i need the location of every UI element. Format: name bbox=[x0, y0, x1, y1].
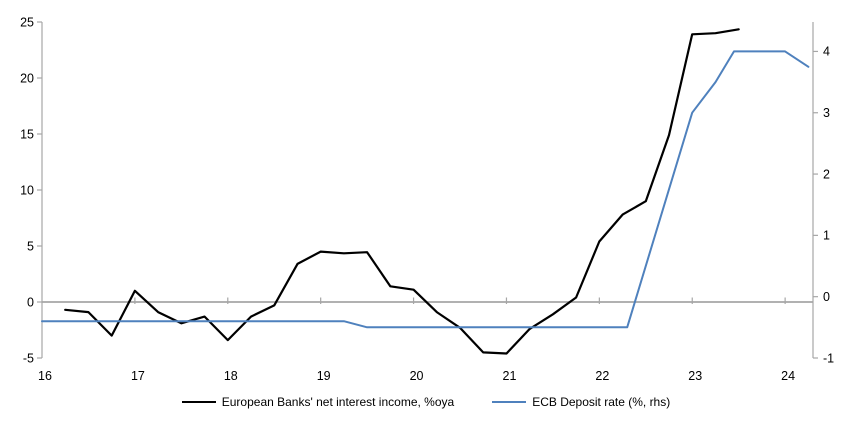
deposit-rate-line-swatch bbox=[492, 401, 527, 403]
right-axis-label: 0 bbox=[823, 290, 830, 304]
nii-series-line bbox=[64, 28, 740, 355]
deposit-rate-legend-label: ECB Deposit rate (%, rhs) bbox=[532, 395, 671, 409]
x-axis-label: 20 bbox=[410, 369, 424, 383]
x-axis-label: 17 bbox=[131, 369, 145, 383]
right-axis-label: 1 bbox=[823, 229, 830, 243]
left-axis-label: 25 bbox=[20, 15, 34, 29]
x-axis-label: 19 bbox=[317, 369, 331, 383]
right-axis-label: 4 bbox=[823, 45, 830, 59]
x-axis-label: 23 bbox=[688, 369, 702, 383]
x-axis-label: 18 bbox=[224, 369, 238, 383]
x-axis-label: 24 bbox=[781, 369, 795, 383]
x-axis-label: 21 bbox=[503, 369, 517, 383]
left-axis-label: 20 bbox=[20, 71, 34, 85]
deposit-rate-series-line bbox=[41, 50, 810, 329]
left-axis-label: 15 bbox=[20, 127, 34, 141]
left-axis-label: -5 bbox=[23, 351, 34, 365]
nii-legend-label: European Banks' net interest income, %oy… bbox=[221, 395, 455, 409]
x-axis-label: 16 bbox=[38, 369, 52, 383]
right-axis-label: 2 bbox=[823, 167, 830, 181]
legend-item-deposit-rate: ECB Deposit rate (%, rhs) bbox=[492, 395, 670, 409]
left-axis-label: 5 bbox=[27, 239, 34, 253]
right-axis-label: -1 bbox=[823, 351, 834, 365]
left-axis-label: 0 bbox=[27, 295, 34, 309]
legend-item-nii: European Banks' net interest income, %oy… bbox=[181, 395, 455, 409]
right-axis-label: 3 bbox=[823, 106, 830, 120]
legend: European Banks' net interest income, %oy… bbox=[0, 395, 852, 409]
left-axis-label: 10 bbox=[20, 183, 34, 197]
nii-line-swatch bbox=[181, 401, 216, 403]
x-axis-label: 22 bbox=[595, 369, 609, 383]
